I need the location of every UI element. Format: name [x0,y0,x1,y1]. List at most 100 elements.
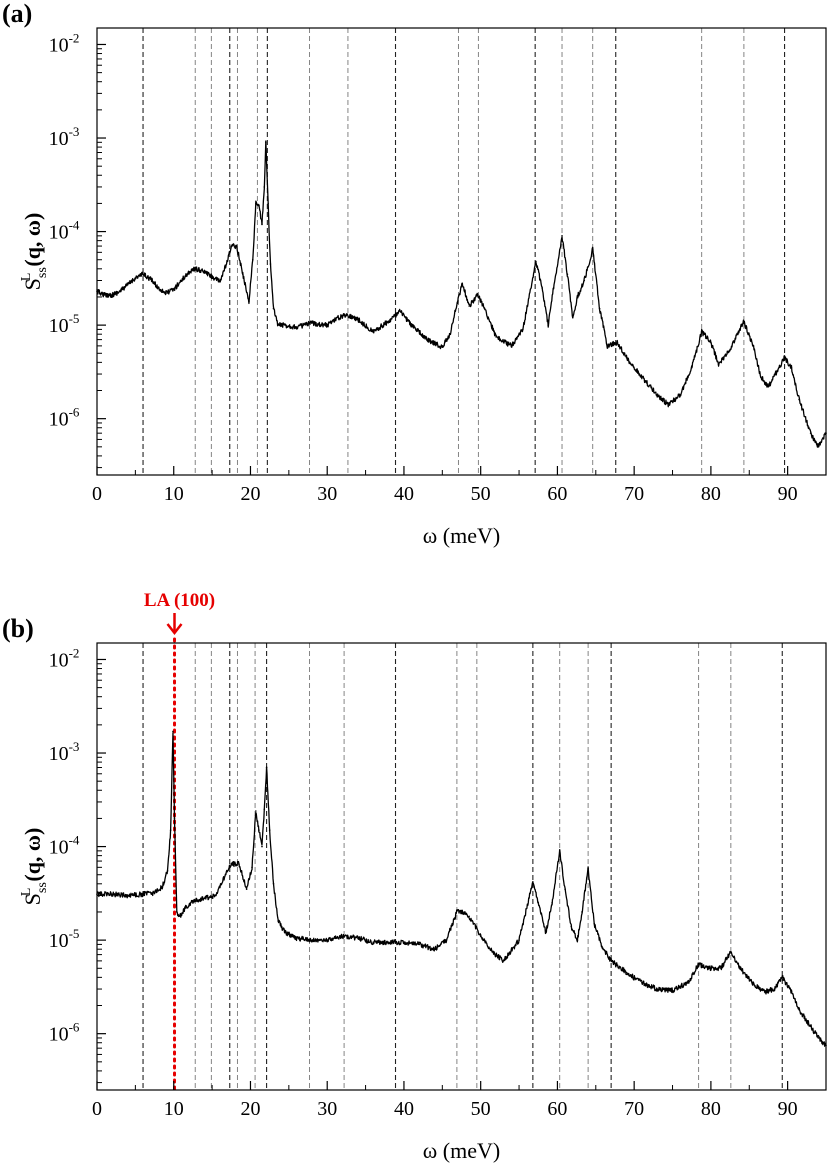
data-point [235,245,238,247]
data-point [203,271,206,273]
y-axis-title: SssL (q, ω) [19,213,50,291]
data-point [268,829,271,831]
data-point [730,951,732,953]
data-point [697,963,700,966]
y-title-arguments: (q, ω) [20,828,45,882]
data-point [172,288,175,291]
data-point [616,341,619,344]
data-point [179,915,181,918]
data-point [263,186,266,188]
data-point [251,258,254,261]
y-tick-base: 10 [49,930,69,952]
data-point [230,245,233,247]
data-point [194,268,197,270]
data-point [581,911,583,913]
data-point [790,991,793,993]
data-point [759,376,762,378]
data-point [222,878,225,880]
data-point [522,328,524,331]
data-point [781,976,784,979]
y-tick-base: 10 [49,315,69,337]
x-tick-label: 70 [624,1098,644,1120]
panel-b: LA (100)0 10 20 30 40 50 60 70 80 9010-610-510-41… [2,590,827,1163]
data-point [269,263,272,265]
y-tick-label: 10-4 [49,833,80,859]
x-tick-label: 90 [778,483,798,505]
data-point [311,939,313,941]
data-point [284,324,286,326]
data-point [606,345,609,347]
series-line [96,732,827,1047]
y-tick-base: 10 [49,409,69,431]
x-tick-label: 20 [240,483,260,505]
y-tick-exponent: -3 [69,739,80,754]
data-point [449,333,451,335]
data-point [426,338,428,341]
y-title-superscript: L [19,888,34,897]
data-point [545,931,547,934]
y-axis-title: SssL (q, ω) [19,828,50,906]
data-point [740,969,743,971]
y-tick-label: 10-4 [49,218,80,244]
data-point [263,808,266,811]
y-tick-label: 10-2 [49,30,80,56]
data-point [483,307,486,310]
data-point [184,907,187,909]
data-point [561,235,563,237]
data-point [537,902,540,904]
data-point [188,271,190,273]
data-point [773,988,776,990]
data-point [399,310,401,313]
data-point [265,141,267,144]
data-point [552,287,555,289]
data-point [248,300,250,303]
y-title-main: S [20,893,45,905]
data-point [180,279,183,282]
data-point [583,279,586,282]
data-point [570,925,573,928]
data-point [326,324,329,326]
data-point [610,960,612,962]
data-point [261,223,263,225]
y-tick-exponent: -5 [69,926,80,941]
x-tick-label: 0 [92,1098,102,1120]
data-point [433,948,436,950]
data-point [258,829,260,831]
y-tick-exponent: -2 [69,645,80,660]
series-line [96,140,827,448]
data-point [763,991,766,993]
y-tick-base: 10 [49,1024,69,1046]
data-point [809,1025,812,1028]
data-point [345,313,348,316]
data-point [729,348,731,351]
data-point [510,345,513,347]
data-point [667,404,670,406]
data-point [710,967,712,970]
data-point [272,883,275,885]
data-point [261,845,263,848]
data-point [387,320,390,323]
x-tick-label: 80 [701,483,721,505]
y-tick-label: 10-2 [49,645,80,671]
y-tick-exponent: -3 [69,124,80,139]
data-point [173,817,176,820]
x-axis-title: ω (meV) [423,1138,500,1163]
x-axis-title: ω (meV) [423,523,500,548]
data-point [251,866,253,869]
data-point [218,281,221,283]
data-point [230,863,233,865]
data-point [790,366,793,369]
data-point [192,900,194,903]
data-point [461,282,464,285]
data-point [809,432,812,434]
data-point [176,911,178,913]
panel-a: 0 10 20 30 40 50 60 70 80 9010-610-510-410-310-2ω… [2,0,827,548]
data-point [743,320,745,323]
x-tick-label: 60 [547,483,567,505]
data-point [418,943,421,946]
data-point [410,324,413,326]
data-point [441,346,444,349]
data-point [783,356,786,359]
y-title-superscript: L [19,273,34,282]
data-point [161,886,164,888]
